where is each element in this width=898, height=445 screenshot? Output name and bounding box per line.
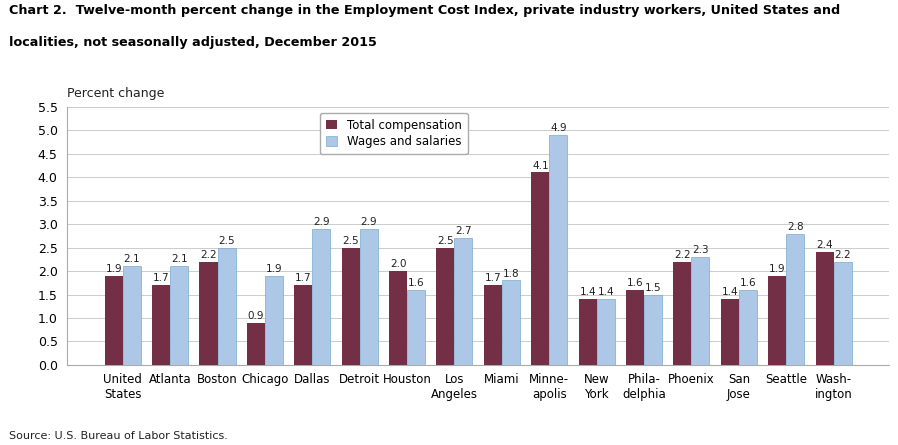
Bar <box>105 276 123 365</box>
Bar <box>265 276 283 365</box>
Bar <box>644 295 662 365</box>
Bar <box>833 262 851 365</box>
Bar <box>436 247 454 365</box>
Text: 2.2: 2.2 <box>834 250 851 260</box>
Text: 2.1: 2.1 <box>123 255 140 264</box>
Text: 1.7: 1.7 <box>153 273 170 283</box>
Text: 2.2: 2.2 <box>200 250 216 260</box>
Legend: Total compensation, Wages and salaries: Total compensation, Wages and salaries <box>320 113 468 154</box>
Bar <box>596 299 615 365</box>
Text: 2.9: 2.9 <box>313 217 330 227</box>
Bar <box>691 257 709 365</box>
Bar <box>484 285 502 365</box>
Bar <box>360 229 378 365</box>
Text: 1.4: 1.4 <box>579 287 596 297</box>
Text: 2.5: 2.5 <box>437 236 453 246</box>
Bar <box>626 290 644 365</box>
Text: 1.9: 1.9 <box>769 264 786 274</box>
Bar <box>170 267 188 365</box>
Bar <box>787 234 805 365</box>
Text: 1.9: 1.9 <box>266 264 282 274</box>
Text: 2.9: 2.9 <box>360 217 377 227</box>
Text: localities, not seasonally adjusted, December 2015: localities, not seasonally adjusted, Dec… <box>9 36 377 49</box>
Bar <box>815 252 833 365</box>
Bar <box>199 262 217 365</box>
Bar <box>739 290 757 365</box>
Bar <box>502 280 520 365</box>
Text: 2.2: 2.2 <box>674 250 691 260</box>
Bar <box>532 173 550 365</box>
Bar <box>721 299 739 365</box>
Text: 4.9: 4.9 <box>550 123 567 133</box>
Text: 1.9: 1.9 <box>105 264 122 274</box>
Text: 2.5: 2.5 <box>218 236 234 246</box>
Bar <box>217 247 235 365</box>
Text: 1.6: 1.6 <box>627 278 643 288</box>
Bar <box>341 247 360 365</box>
Text: 1.4: 1.4 <box>597 287 614 297</box>
Text: 4.1: 4.1 <box>532 161 549 170</box>
Text: 2.0: 2.0 <box>390 259 406 269</box>
Text: 0.9: 0.9 <box>248 311 264 321</box>
Bar <box>247 323 265 365</box>
Bar <box>578 299 596 365</box>
Text: 1.7: 1.7 <box>485 273 501 283</box>
Bar <box>769 276 787 365</box>
Text: 2.4: 2.4 <box>816 240 833 251</box>
Text: Chart 2.  Twelve-month percent change in the Employment Cost Index, private indu: Chart 2. Twelve-month percent change in … <box>9 4 841 17</box>
Text: 2.1: 2.1 <box>171 255 188 264</box>
Text: 1.5: 1.5 <box>645 283 662 293</box>
Text: 1.6: 1.6 <box>408 278 425 288</box>
Text: 1.6: 1.6 <box>740 278 756 288</box>
Bar <box>152 285 170 365</box>
Text: 2.5: 2.5 <box>342 236 359 246</box>
Text: Percent change: Percent change <box>67 87 164 100</box>
Text: 2.7: 2.7 <box>455 227 471 236</box>
Text: 2.3: 2.3 <box>692 245 709 255</box>
Text: 2.8: 2.8 <box>787 222 804 232</box>
Bar <box>454 238 472 365</box>
Bar <box>550 135 568 365</box>
Text: 1.7: 1.7 <box>295 273 312 283</box>
Bar <box>313 229 330 365</box>
Bar <box>295 285 313 365</box>
Text: 1.8: 1.8 <box>503 268 519 279</box>
Text: 1.4: 1.4 <box>722 287 738 297</box>
Bar <box>389 271 407 365</box>
Bar <box>674 262 691 365</box>
Bar <box>407 290 425 365</box>
Bar <box>123 267 141 365</box>
Text: Source: U.S. Bureau of Labor Statistics.: Source: U.S. Bureau of Labor Statistics. <box>9 431 228 441</box>
